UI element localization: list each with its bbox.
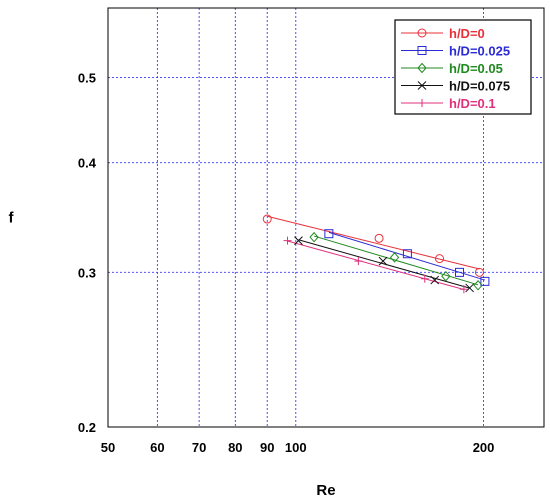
data-point <box>389 252 400 263</box>
y-tick-label: 0.3 <box>78 265 96 280</box>
x-tick-label: 90 <box>260 440 274 455</box>
x-tick-label: 200 <box>473 440 495 455</box>
legend-label: h/D=0.025 <box>449 44 510 59</box>
legend: h/D=0 h/D=0.025 h/D=0.05 h/D=0.075 h/D=0.1 <box>394 19 532 115</box>
data-point <box>262 214 272 224</box>
legend-label: h/D=0.075 <box>449 79 510 94</box>
series-fit-line <box>298 239 470 289</box>
fit-lines <box>267 215 486 290</box>
data-point <box>374 233 384 243</box>
x-tick-labels: 50 60 70 80 90 100 200 <box>101 440 495 455</box>
data-point <box>354 257 363 266</box>
data-point <box>441 270 451 282</box>
data-point <box>473 280 483 291</box>
legend-label: h/D=0.1 <box>449 96 496 111</box>
y-tick-label: 0.2 <box>78 420 96 435</box>
x-tick-label: 70 <box>192 440 206 455</box>
data-point <box>435 254 445 264</box>
data-point <box>454 267 464 277</box>
data-point <box>283 236 292 245</box>
data-markers <box>262 214 490 294</box>
data-point <box>324 229 334 239</box>
data-point <box>417 81 427 90</box>
x-tick-label: 60 <box>150 440 164 455</box>
y-axis-label: f <box>9 210 15 227</box>
data-point <box>430 275 440 285</box>
x-tick-label: 50 <box>101 440 115 455</box>
data-point <box>417 28 427 38</box>
plot-frame <box>107 7 545 428</box>
data-point <box>480 276 490 286</box>
x-axis-label: Re <box>316 482 335 499</box>
data-point <box>418 99 426 107</box>
y-tick-label: 0.4 <box>78 156 97 171</box>
legend-label: h/D=0 <box>449 26 485 41</box>
data-point <box>402 249 412 259</box>
data-point <box>474 267 484 277</box>
data-point <box>459 285 468 294</box>
series-fit-line <box>287 240 465 290</box>
legend-label: h/D=0.05 <box>449 61 503 76</box>
data-point <box>417 46 427 55</box>
x-tick-label: 80 <box>228 440 242 455</box>
data-point <box>417 62 427 74</box>
y-tick-labels: 0.2 0.3 0.4 0.5 <box>78 71 97 435</box>
data-point <box>420 274 429 283</box>
data-point <box>465 283 475 293</box>
data-point <box>378 256 388 266</box>
legend-box <box>394 19 532 115</box>
y-tick-label: 0.5 <box>78 71 96 86</box>
x-tick-label: 100 <box>285 440 307 455</box>
series-fit-line <box>267 215 480 270</box>
data-point <box>309 231 319 243</box>
data-point <box>294 236 303 246</box>
series-fit-line <box>328 231 486 281</box>
